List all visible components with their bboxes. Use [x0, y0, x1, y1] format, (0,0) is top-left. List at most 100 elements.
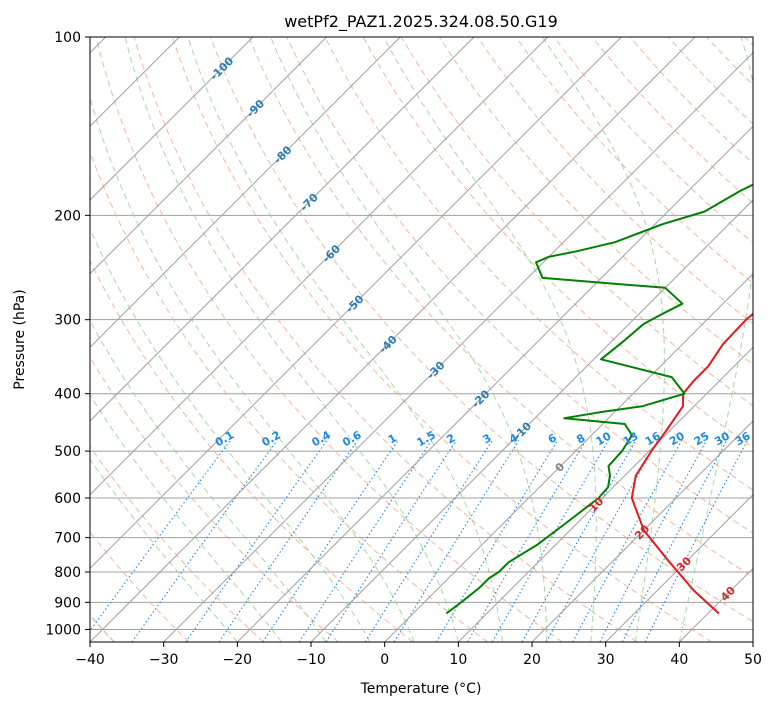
isotherm-line — [90, 37, 328, 275]
mixing-ratio-label: 25 — [692, 429, 712, 448]
mixing-ratio-line — [521, 440, 637, 642]
dry-adiabat-line — [324, 37, 753, 491]
moist-adiabat-line — [542, 37, 665, 642]
moist-adiabat-line — [270, 37, 548, 642]
isotherm-line — [90, 37, 622, 570]
mixing-ratio-line — [262, 440, 399, 642]
y-tick-label: 1000 — [45, 622, 81, 638]
mixing-ratio-label: 1 — [386, 431, 399, 446]
dry-adiabat-line — [668, 37, 753, 125]
y-tick-label: 800 — [54, 565, 81, 581]
mixing-ratio-label: 8 — [574, 431, 587, 446]
mixing-ratio-label: 0.2 — [260, 428, 283, 449]
x-tick-label: −10 — [296, 652, 326, 668]
mixing-ratio-line — [491, 440, 609, 642]
mixing-ratio-line — [298, 440, 432, 642]
y-axis-label: Pressure (hPa) — [12, 289, 28, 389]
plot-frame — [89, 36, 754, 643]
dry-adiabat-line — [248, 37, 753, 578]
moist-adiabat-line — [187, 37, 503, 642]
y-tick-label: 700 — [54, 531, 81, 547]
dry-adiabat-line — [515, 37, 753, 284]
mixing-ratio-label: 6 — [546, 431, 559, 446]
moist-adiabat-line — [90, 319, 327, 642]
isotherm-line — [457, 346, 753, 642]
dry-adiabat-line — [591, 37, 753, 204]
isotherm-line — [90, 37, 696, 642]
mixing-ratio-line — [435, 440, 558, 642]
moist-adiabat-line — [124, 37, 459, 642]
mixing-ratio-line — [90, 440, 231, 632]
x-tick-label: 0 — [380, 652, 389, 668]
x-tick-label: −30 — [149, 652, 179, 668]
x-tick-label: 10 — [449, 652, 467, 668]
x-axis: −40 −30 −20 −10 0 10 20 30 40 50 — [75, 642, 762, 668]
line-labels: 0.1 0.2 0.4 0.6 1 1.5 2 3 4 6 8 10 13 16 20 25 30 36-100-… — [208, 54, 753, 604]
x-tick-label: −20 — [223, 652, 253, 668]
dry-adiabat-line — [90, 445, 264, 642]
isotherm-line — [90, 37, 475, 422]
isotherm-line — [163, 51, 753, 642]
mixing-ratio-label: 1.5 — [414, 428, 437, 449]
y-tick-label: 200 — [54, 208, 81, 224]
x-tick-label: 40 — [670, 652, 688, 668]
dry-adiabat-line — [90, 355, 339, 642]
mixing-ratio-label: 3 — [480, 431, 493, 446]
dry-adiabat-line — [95, 37, 563, 642]
mixing-ratio-line — [644, 440, 748, 642]
y-tick-label: 400 — [54, 387, 81, 403]
mixing-ratio-label: 20 — [667, 429, 687, 448]
y-tick-label: 300 — [54, 313, 81, 329]
dry-adiabat-line — [477, 37, 753, 325]
mixing-ratio-line — [325, 440, 457, 642]
dry-adiabat-line — [210, 37, 753, 623]
temperature-profile-line — [630, 312, 753, 615]
y-tick-label: 500 — [54, 444, 81, 460]
mixing-ratio-line — [364, 440, 493, 642]
x-tick-label: 50 — [744, 652, 762, 668]
isotherm-line — [752, 641, 753, 642]
y-tick-label: 900 — [54, 595, 81, 611]
isotherm-line — [236, 125, 753, 642]
x-axis-label: Temperature (°C) — [360, 681, 482, 697]
isotherm-line — [384, 272, 753, 642]
moist-adiabat-line — [90, 458, 238, 642]
mixing-ratio-label: 10 — [594, 429, 614, 448]
dry-adiabat-line — [90, 259, 414, 642]
isotherm-label: -50 — [343, 292, 366, 315]
mixing-ratio-label: 0.1 — [213, 428, 236, 449]
mixing-ratio-line — [393, 440, 520, 642]
dry-adiabat-line — [400, 37, 753, 407]
mixing-ratio-label: 36 — [733, 429, 753, 448]
mixing-ratio-line — [131, 440, 278, 642]
moist-adiabat-line — [90, 227, 371, 642]
mixing-ratio-line — [218, 440, 358, 642]
mixing-ratio-line — [185, 440, 328, 642]
mixing-ratio-label: 13 — [621, 429, 641, 448]
isotherm-line — [90, 37, 254, 201]
isotherm-line — [605, 493, 753, 642]
isotherm-line — [90, 37, 549, 496]
mixing-ratio-line — [467, 440, 587, 642]
isotherm-label: -100 — [208, 54, 237, 83]
isotherm-line — [310, 199, 753, 642]
moist-adiabat-line — [678, 37, 753, 642]
y-tick-label: 600 — [54, 491, 81, 507]
y-axis: 100 200 300 400 500 600 700 800 900 1000 — [45, 30, 90, 638]
mixing-ratio-label: 2 — [444, 431, 457, 446]
dry-adiabat-line — [90, 531, 190, 642]
isotherm-line — [531, 420, 753, 642]
isotherm-label: -70 — [298, 191, 321, 214]
isotherm-line — [90, 37, 401, 349]
dry-adiabat-line — [90, 150, 488, 642]
x-tick-label: 30 — [597, 652, 615, 668]
dry-adiabat-line — [744, 37, 753, 47]
x-tick-label: 20 — [523, 652, 541, 668]
mixing-ratio-label: 0.6 — [340, 428, 364, 449]
plot-area — [90, 37, 753, 642]
dry-adiabat-line — [133, 37, 638, 642]
mixing-ratio-label: 16 — [643, 429, 663, 448]
x-tick-label: −40 — [75, 652, 105, 668]
dewpoint-profile-line — [445, 183, 753, 615]
